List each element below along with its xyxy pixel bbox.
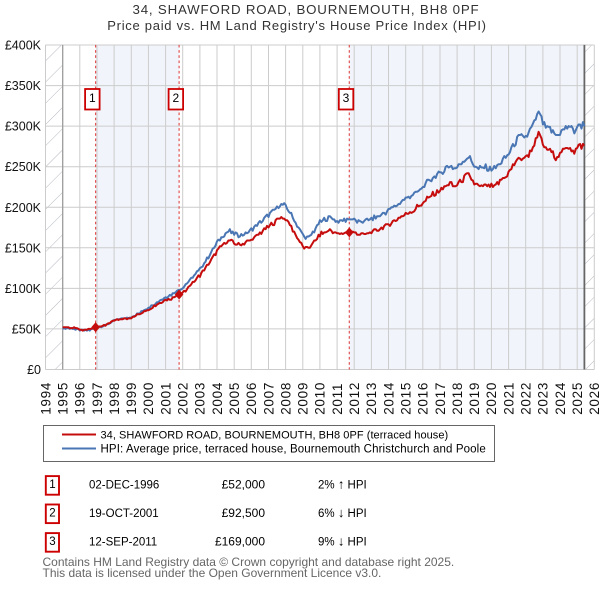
svg-text:2021: 2021 bbox=[501, 382, 516, 415]
svg-text:£400K: £400K bbox=[5, 39, 42, 53]
svg-text:2019: 2019 bbox=[467, 382, 482, 415]
svg-text:This data is licensed under th: This data is licensed under the Open Gov… bbox=[43, 566, 382, 580]
svg-text:HPI: Average price, terraced h: HPI: Average price, terraced house, Bour… bbox=[101, 444, 486, 456]
svg-text:£300K: £300K bbox=[5, 120, 42, 134]
svg-text:2004: 2004 bbox=[210, 382, 225, 415]
svg-text:2001: 2001 bbox=[158, 382, 173, 415]
svg-text:£50K: £50K bbox=[12, 322, 42, 336]
svg-text:2018: 2018 bbox=[450, 382, 465, 415]
svg-text:Price paid vs. HM Land Registr: Price paid vs. HM Land Registry's House … bbox=[107, 18, 486, 33]
svg-text:6% ↓ HPI: 6% ↓ HPI bbox=[318, 505, 367, 520]
svg-text:2007: 2007 bbox=[261, 382, 276, 415]
svg-text:1: 1 bbox=[89, 91, 96, 105]
svg-text:2005: 2005 bbox=[227, 382, 242, 415]
svg-text:2015: 2015 bbox=[399, 382, 414, 415]
svg-text:£150K: £150K bbox=[5, 241, 42, 255]
svg-text:2002: 2002 bbox=[176, 382, 191, 415]
svg-text:2003: 2003 bbox=[193, 382, 208, 415]
svg-text:3: 3 bbox=[49, 536, 55, 548]
svg-text:£0: £0 bbox=[27, 363, 41, 377]
svg-text:2010: 2010 bbox=[313, 382, 328, 415]
svg-text:2008: 2008 bbox=[278, 382, 293, 415]
svg-text:£169,000: £169,000 bbox=[215, 534, 265, 548]
svg-text:1: 1 bbox=[49, 479, 55, 491]
svg-text:Contains HM Land Registry data: Contains HM Land Registry data © Crown c… bbox=[43, 555, 455, 569]
svg-text:34, SHAWFORD ROAD, BOURNEMOUTH: 34, SHAWFORD ROAD, BOURNEMOUTH, BH8 0PF … bbox=[101, 430, 449, 442]
svg-text:3: 3 bbox=[343, 91, 350, 105]
svg-text:34, SHAWFORD ROAD, BOURNEMOUTH: 34, SHAWFORD ROAD, BOURNEMOUTH, BH8 0PF bbox=[133, 2, 480, 17]
svg-text:2009: 2009 bbox=[296, 382, 311, 415]
svg-text:2006: 2006 bbox=[244, 382, 259, 415]
svg-text:2023: 2023 bbox=[536, 382, 551, 415]
svg-text:1998: 1998 bbox=[107, 382, 122, 415]
svg-text:1995: 1995 bbox=[56, 382, 71, 415]
svg-text:2017: 2017 bbox=[433, 382, 448, 415]
svg-text:9% ↓ HPI: 9% ↓ HPI bbox=[318, 533, 367, 548]
svg-text:2013: 2013 bbox=[364, 382, 379, 415]
svg-text:£52,000: £52,000 bbox=[222, 477, 266, 491]
svg-text:2024: 2024 bbox=[553, 382, 568, 415]
svg-text:02-DEC-1996: 02-DEC-1996 bbox=[89, 479, 159, 491]
svg-text:£250K: £250K bbox=[5, 160, 42, 174]
svg-text:2014: 2014 bbox=[381, 382, 396, 415]
svg-text:2011: 2011 bbox=[330, 383, 345, 415]
svg-text:2012: 2012 bbox=[347, 382, 362, 415]
svg-text:1996: 1996 bbox=[73, 382, 88, 415]
svg-text:£200K: £200K bbox=[5, 201, 42, 215]
svg-text:2022: 2022 bbox=[519, 382, 534, 415]
svg-text:1999: 1999 bbox=[124, 382, 139, 415]
svg-text:£100K: £100K bbox=[5, 282, 42, 296]
svg-text:2: 2 bbox=[172, 91, 179, 105]
svg-text:2025: 2025 bbox=[570, 382, 585, 415]
svg-text:2026: 2026 bbox=[587, 382, 600, 415]
svg-text:19-OCT-2001: 19-OCT-2001 bbox=[89, 508, 159, 520]
svg-text:£92,500: £92,500 bbox=[222, 506, 266, 520]
svg-text:2016: 2016 bbox=[416, 382, 431, 415]
svg-text:12-SEP-2011: 12-SEP-2011 bbox=[89, 536, 157, 548]
svg-text:2% ↑ HPI: 2% ↑ HPI bbox=[318, 476, 367, 491]
svg-text:1994: 1994 bbox=[38, 382, 53, 415]
svg-text:1997: 1997 bbox=[90, 382, 105, 415]
svg-text:2: 2 bbox=[49, 508, 55, 520]
svg-text:£350K: £350K bbox=[5, 79, 42, 93]
svg-text:2000: 2000 bbox=[141, 382, 156, 415]
svg-text:2020: 2020 bbox=[484, 382, 499, 415]
